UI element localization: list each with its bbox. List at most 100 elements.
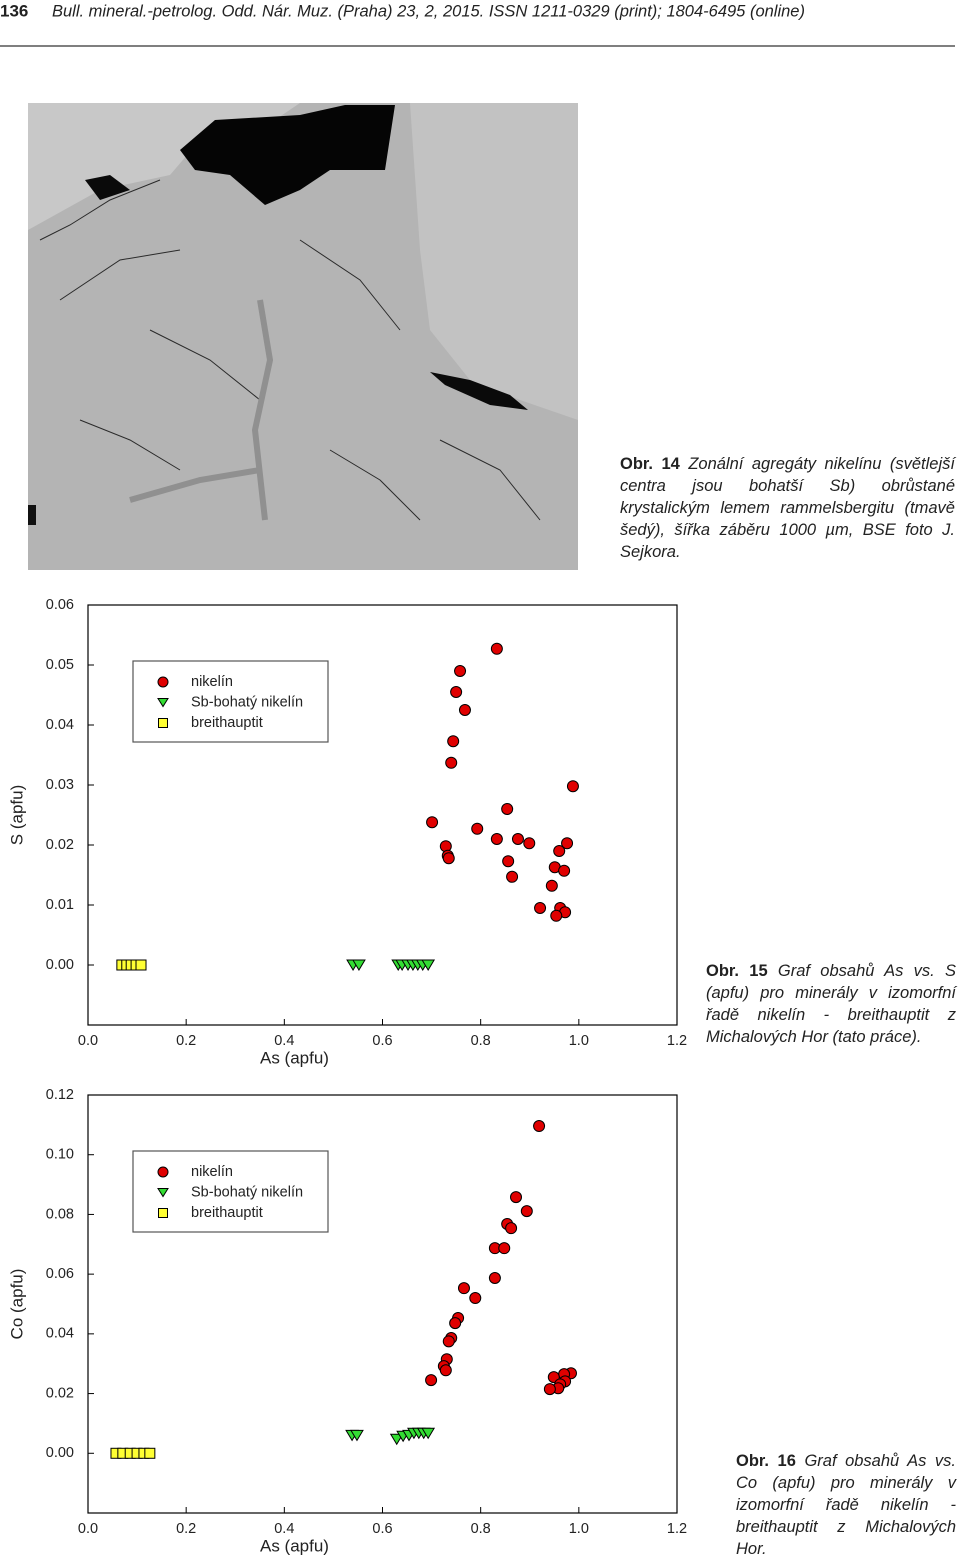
y-tick-label: 0.00	[46, 957, 74, 973]
data-point	[490, 833, 503, 845]
legend-label: nikelín	[191, 674, 233, 690]
legend-marker	[157, 698, 169, 708]
data-point	[490, 642, 503, 655]
data-point	[471, 822, 484, 835]
data-point	[469, 1292, 482, 1305]
caption-text: Zonální agregáty nikelínu (světlejší cen…	[620, 455, 955, 561]
x-axis-label: As (apfu)	[260, 1048, 329, 1067]
x-tick-label: 1.0	[569, 1521, 589, 1537]
data-point	[488, 1272, 501, 1285]
data-point	[426, 816, 439, 829]
page-number: 136	[0, 1, 28, 20]
data-point	[442, 1335, 455, 1348]
legend-label: Sb-bohatý nikelín	[191, 1184, 303, 1200]
data-point	[442, 852, 455, 865]
data-point	[505, 1222, 518, 1235]
figure-label: Obr. 15	[706, 962, 768, 980]
data-point	[425, 1374, 438, 1387]
data-point	[550, 909, 563, 922]
legend-marker	[158, 1208, 168, 1218]
data-point	[511, 833, 524, 845]
data-point	[506, 870, 519, 883]
y-tick-label: 0.05	[46, 657, 74, 673]
data-point	[553, 845, 566, 857]
y-tick-label: 0.04	[46, 717, 74, 733]
data-point	[447, 735, 460, 748]
data-point	[558, 864, 571, 877]
y-tick-label: 0.12	[46, 1087, 74, 1103]
x-axis-label: As (apfu)	[260, 1536, 329, 1555]
figure-label: Obr. 14	[620, 455, 680, 473]
data-point	[502, 855, 515, 868]
x-tick-label: 1.2	[667, 1521, 687, 1537]
data-point	[421, 1427, 436, 1440]
data-point	[533, 1120, 546, 1133]
y-tick-label: 0.08	[46, 1206, 74, 1222]
data-point	[439, 1364, 452, 1377]
figure-16-caption: Obr. 16 Graf obsahů As vs. Co (apfu) pro…	[736, 1450, 956, 1560]
y-tick-label: 0.06	[46, 1266, 74, 1282]
legend-label: nikelín	[191, 1164, 233, 1180]
caption-text: Graf obsahů As vs. Co (apfu) pro minerál…	[736, 1452, 957, 1558]
legend-marker	[157, 1166, 169, 1178]
data-point	[523, 837, 536, 850]
data-point	[421, 959, 436, 971]
y-tick-label: 0.04	[46, 1326, 74, 1342]
data-point	[450, 686, 463, 698]
y-axis-label: S (apfu)	[7, 785, 26, 845]
x-tick-label: 0.8	[471, 1033, 491, 1049]
data-point	[498, 1242, 511, 1255]
figure-15-caption: Obr. 15 Graf obsahů As vs. S (apfu) pro …	[706, 960, 956, 1048]
caption-text: Graf obsahů As vs. S (apfu) pro minerály…	[706, 962, 956, 1046]
data-point	[501, 803, 514, 815]
legend-marker	[157, 1188, 169, 1198]
figure-14-caption: Obr. 14 Zonální agregáty nikelínu (světl…	[620, 453, 955, 563]
x-tick-label: 0.2	[176, 1033, 196, 1049]
data-point	[135, 959, 147, 971]
data-point	[389, 1433, 404, 1446]
data-point	[449, 1317, 462, 1330]
legend-label: breithauptit	[191, 1205, 263, 1221]
data-point	[566, 780, 579, 793]
x-tick-label: 0.8	[471, 1521, 491, 1537]
data-point	[510, 1191, 523, 1204]
y-tick-label: 0.06	[46, 597, 74, 613]
bse-photo	[28, 103, 578, 570]
data-point	[457, 1282, 470, 1295]
x-tick-label: 0.6	[372, 1033, 392, 1049]
data-point	[545, 879, 558, 892]
figure-label: Obr. 16	[736, 1452, 796, 1470]
data-point	[445, 756, 458, 769]
y-tick-label: 0.03	[46, 777, 74, 793]
data-point	[520, 1205, 533, 1218]
x-tick-label: 0.0	[78, 1521, 98, 1537]
data-point	[439, 840, 452, 853]
data-point	[350, 1429, 364, 1442]
x-tick-label: 1.2	[667, 1033, 687, 1049]
x-tick-label: 1.0	[569, 1033, 589, 1049]
journal-header: Bull. mineral.-petrolog. Odd. Nár. Muz. …	[52, 2, 805, 20]
legend-marker	[157, 676, 169, 688]
y-axis-label: Co (apfu)	[7, 1269, 26, 1340]
data-point	[144, 1447, 156, 1459]
y-tick-label: 0.01	[46, 897, 74, 913]
y-tick-label: 0.00	[46, 1445, 74, 1461]
y-tick-label: 0.02	[46, 837, 74, 853]
y-tick-label: 0.10	[46, 1147, 74, 1163]
data-point	[561, 837, 574, 850]
data-point	[454, 665, 467, 677]
x-tick-label: 0.0	[78, 1033, 98, 1049]
data-point	[352, 959, 366, 971]
legend-label: Sb-bohatý nikelín	[191, 694, 303, 710]
x-tick-label: 0.6	[372, 1521, 392, 1537]
y-tick-label: 0.02	[46, 1385, 74, 1401]
x-tick-label: 0.4	[274, 1033, 294, 1049]
data-point	[543, 1383, 556, 1396]
legend-label: breithauptit	[191, 715, 263, 731]
data-point	[458, 704, 471, 716]
data-point	[534, 902, 547, 914]
x-tick-label: 0.2	[176, 1521, 196, 1537]
legend-marker	[158, 718, 168, 728]
